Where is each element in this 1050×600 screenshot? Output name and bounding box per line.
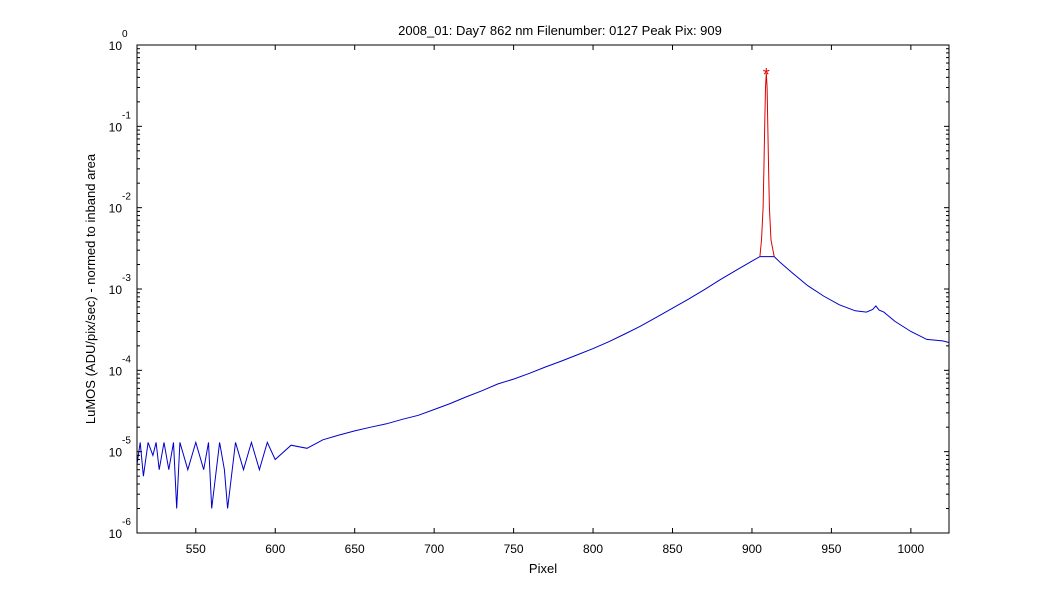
y-tick-exponent: -3 bbox=[122, 273, 131, 284]
y-tick-label: 10-6 bbox=[109, 517, 132, 541]
y-tick-exponent: -6 bbox=[122, 517, 131, 528]
y-tick-base: 10 bbox=[109, 527, 123, 541]
x-tick-label: 650 bbox=[345, 542, 365, 556]
y-axis-label: LuMOS (ADU/pix/sec) - normed to inband a… bbox=[83, 153, 98, 424]
y-tick-label: 10-1 bbox=[109, 110, 132, 134]
series-layer bbox=[136, 73, 950, 509]
chart-title: 2008_01: Day7 862 nm Filenumber: 0127 Pe… bbox=[398, 23, 722, 38]
x-axis-label: Pixel bbox=[529, 561, 557, 576]
y-tick-base: 10 bbox=[109, 39, 123, 53]
y-tick-exponent: -1 bbox=[122, 110, 131, 121]
y-tick-label: 10-5 bbox=[109, 436, 132, 460]
x-tick-label: 750 bbox=[504, 542, 524, 556]
y-tick-exponent: -2 bbox=[122, 192, 131, 203]
y-tick-base: 10 bbox=[109, 283, 123, 297]
y-tick-label: 10-2 bbox=[109, 192, 132, 216]
y-tick-label: 100 bbox=[109, 29, 128, 53]
x-tick-label: 950 bbox=[821, 542, 841, 556]
series-line-2 bbox=[759, 73, 775, 257]
y-tick-label: 10-4 bbox=[109, 354, 132, 378]
y-tick-exponent: 0 bbox=[122, 29, 128, 40]
series-line-1 bbox=[136, 256, 950, 509]
x-tick-label: 550 bbox=[186, 542, 206, 556]
y-tick-base: 10 bbox=[109, 446, 123, 460]
y-tick-base: 10 bbox=[109, 120, 123, 134]
peak-marker: * bbox=[763, 65, 770, 85]
x-tick-label: 1000 bbox=[898, 542, 925, 556]
y-tick-base: 10 bbox=[109, 202, 123, 216]
x-tick-label: 850 bbox=[662, 542, 682, 556]
x-tick-label: 900 bbox=[742, 542, 762, 556]
y-tick-exponent: -4 bbox=[122, 354, 131, 365]
plot-area bbox=[137, 45, 949, 533]
x-axis: 550 600 650 700 750 800 850 900 950 1000 bbox=[186, 45, 925, 556]
y-tick-label: 10-3 bbox=[109, 273, 132, 297]
x-tick-label: 800 bbox=[583, 542, 603, 556]
y-tick-base: 10 bbox=[109, 364, 123, 378]
y-tick-exponent: -5 bbox=[122, 436, 131, 447]
x-tick-label: 700 bbox=[424, 542, 444, 556]
x-tick-label: 600 bbox=[265, 542, 285, 556]
